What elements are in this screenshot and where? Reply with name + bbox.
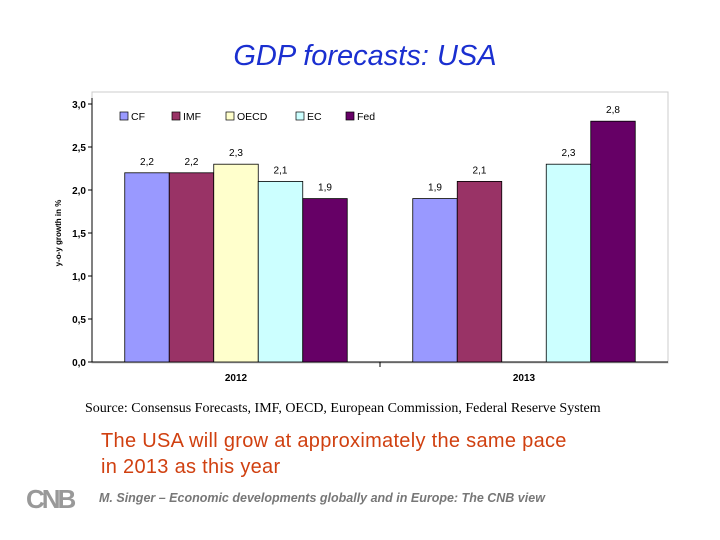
y-tick-label: 0,0: [72, 358, 86, 369]
data-label: 2,2: [185, 157, 199, 168]
message-line: in 2013 as this year: [101, 456, 281, 478]
footer-text: M. Singer – Economic developments global…: [99, 491, 545, 505]
y-tick-label: 3,0: [72, 100, 86, 111]
legend-swatch-ec: [295, 111, 305, 121]
legend-swatch-cf: [119, 111, 129, 121]
source-note: Source: Consensus Forecasts, IMF, OECD, …: [85, 401, 601, 416]
data-label: 1,9: [428, 183, 442, 194]
legend-label: EC: [307, 111, 322, 123]
data-label: 2,1: [274, 165, 288, 176]
data-label: 2,1: [473, 165, 487, 176]
legend-swatch-fed: [345, 111, 355, 121]
message-line: The USA will grow at approximately the s…: [101, 430, 567, 452]
bar-chart: 0,0 0,5 1,0 1,5 2,0 2,5 3,0 y-o-y growth in % 20…: [54, 91, 669, 384]
bar-ec-2013: [545, 163, 592, 363]
legend-swatch-imf: [171, 111, 181, 121]
y-tick-label: 2,5: [72, 143, 86, 154]
cnb-logo: CNB: [26, 484, 76, 514]
key-message: The USA will grow at approximately the s…: [101, 428, 567, 480]
bar-oecd-2012: [213, 163, 259, 363]
data-label: 2,2: [140, 157, 154, 168]
y-tick-label: 2,0: [72, 186, 86, 197]
y-tick-label: 1,5: [72, 229, 86, 240]
data-label: 2,3: [562, 148, 576, 159]
bar-fed-2012: [302, 198, 348, 363]
legend-label: CF: [131, 111, 145, 123]
legend-label: OECD: [237, 111, 268, 123]
x-tick-label: 2012: [225, 373, 248, 384]
y-tick-label: 0,5: [72, 315, 86, 326]
data-label: 2,8: [606, 105, 620, 116]
y-axis-label: y-o-y growth in %: [54, 200, 63, 267]
y-tick-label: 1,0: [72, 272, 86, 283]
bar-imf-2012: [168, 172, 215, 363]
data-label: 1,9: [318, 183, 332, 194]
bar-cf-2012: [124, 172, 170, 363]
x-tick-label: 2013: [513, 373, 536, 384]
slide-title: GDP forecasts: USA: [233, 40, 497, 72]
bar-imf-2013: [456, 180, 503, 363]
legend-label: IMF: [183, 111, 201, 123]
legend-label: Fed: [357, 111, 375, 123]
bar-fed-2013: [590, 120, 636, 363]
bar-cf-2013: [412, 198, 458, 363]
bar-ec-2012: [257, 180, 304, 363]
legend-swatch-oecd: [225, 111, 235, 121]
data-label: 2,3: [229, 148, 243, 159]
